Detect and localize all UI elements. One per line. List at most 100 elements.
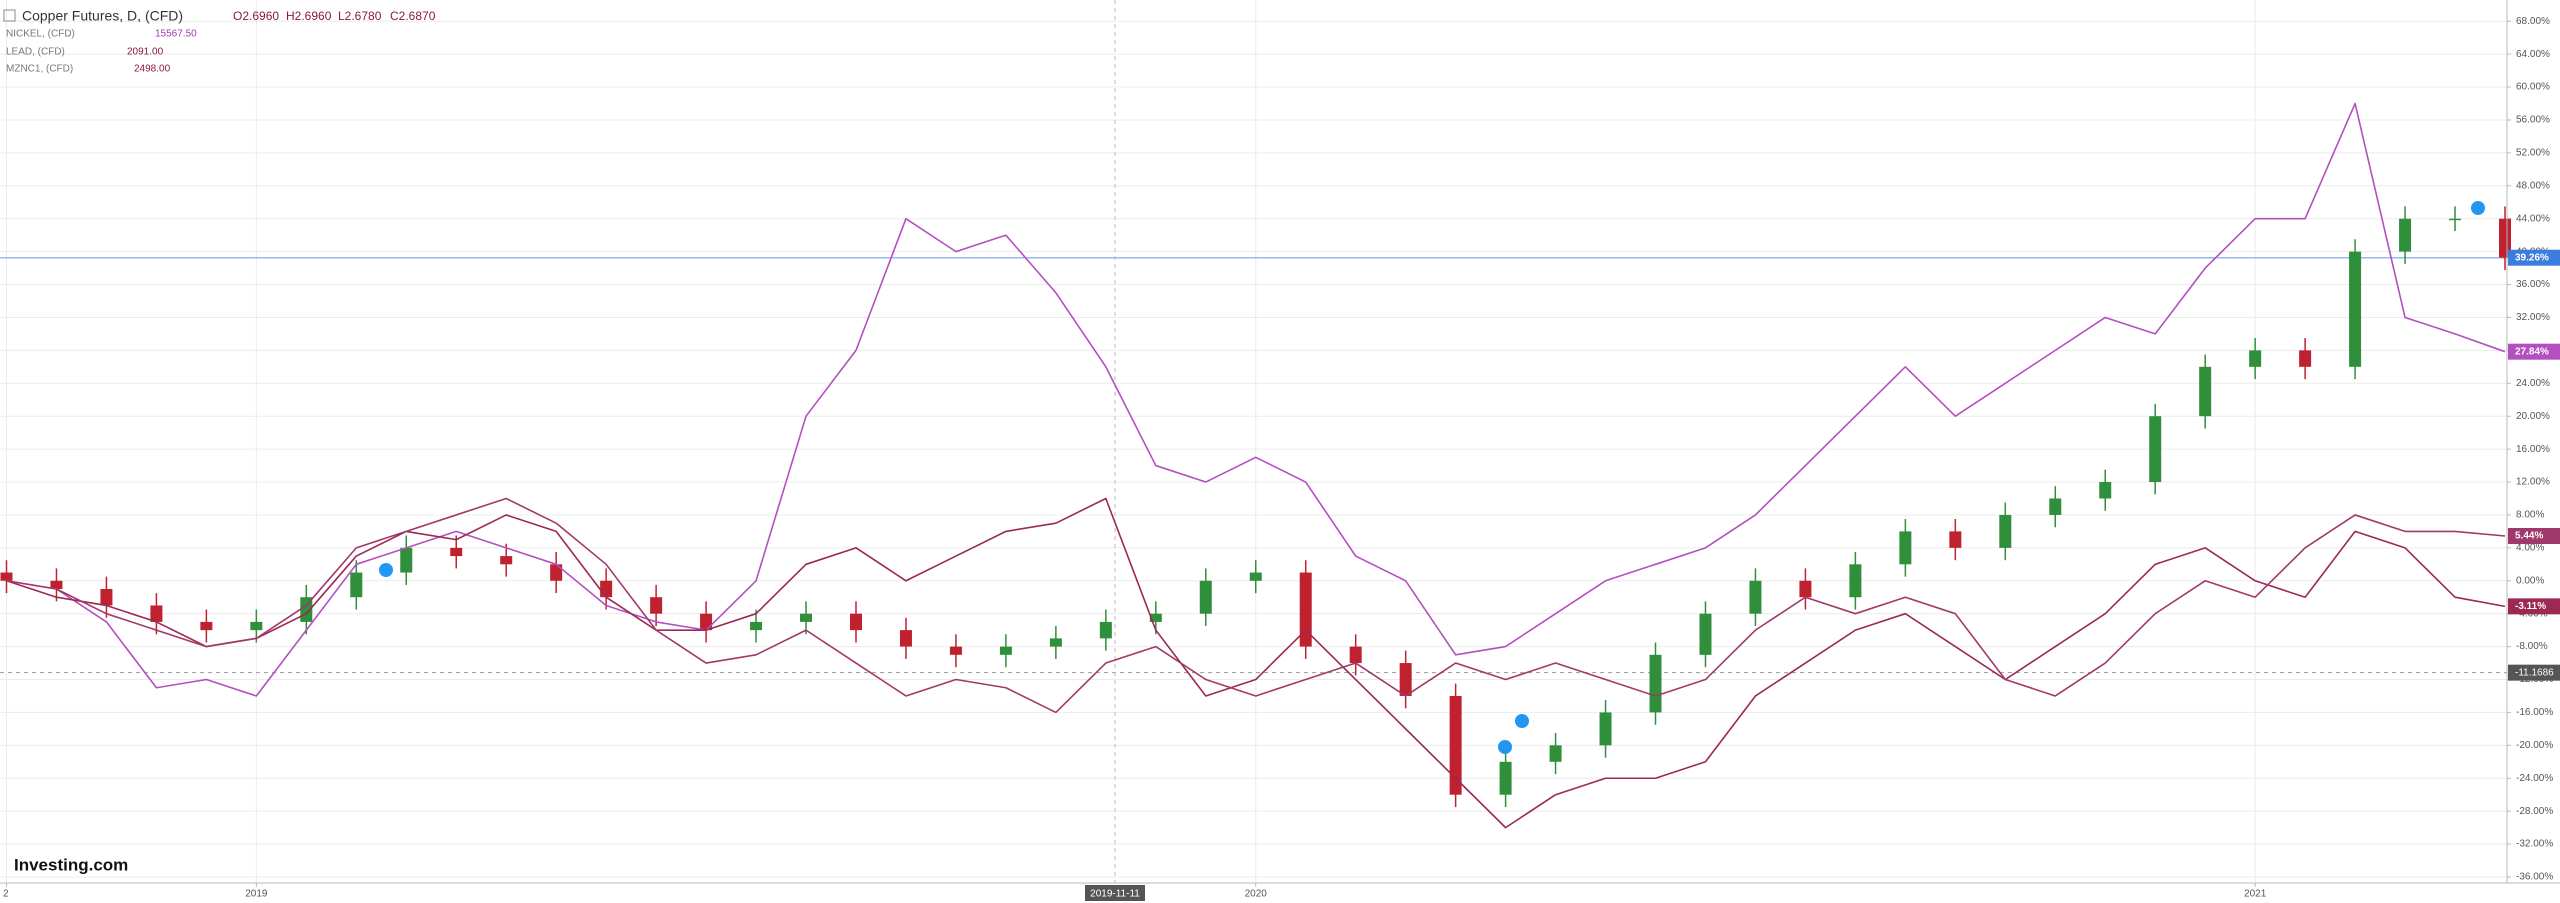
candle-body xyxy=(500,556,513,565)
event-marker xyxy=(2471,201,2485,215)
marks-layer xyxy=(0,102,2511,829)
ohlc-label: H2.6960 xyxy=(286,9,332,23)
last-value-label: -3.11% xyxy=(2515,601,2546,612)
y-tick-label: -32.00% xyxy=(2516,839,2553,850)
candle-body xyxy=(1999,514,2012,548)
candle-body xyxy=(2249,350,2262,367)
last-value-label: 27.84% xyxy=(2515,346,2549,357)
legend-price: 15567.50 xyxy=(155,29,197,40)
crosshair-x-label: 2019-11-11 xyxy=(1090,889,1140,900)
legend-price: 2498.00 xyxy=(134,64,171,75)
candle-body xyxy=(1449,695,1462,795)
candle-body xyxy=(700,613,713,631)
candle-body xyxy=(2449,218,2462,221)
candle-body xyxy=(2499,218,2511,258)
candle-body xyxy=(250,621,263,631)
y-tick-label: -20.00% xyxy=(2516,740,2553,751)
x-tick-label: 2019 xyxy=(245,889,268,900)
candle-body xyxy=(650,597,663,614)
candle-body xyxy=(2099,482,2112,499)
candle-body xyxy=(750,621,763,631)
event-marker xyxy=(1515,714,1529,728)
y-tick-label: 56.00% xyxy=(2516,115,2550,126)
y-tick-label: 16.00% xyxy=(2516,444,2550,455)
candle-body xyxy=(550,564,563,581)
y-tick-label: 20.00% xyxy=(2516,411,2550,422)
y-tick-label: -28.00% xyxy=(2516,806,2553,817)
candle-body xyxy=(1749,580,1762,614)
y-tick-label: 44.00% xyxy=(2516,213,2550,224)
candle-body xyxy=(400,547,413,573)
candle-body xyxy=(999,646,1012,655)
last-value-box xyxy=(2508,343,2560,360)
grid-layer xyxy=(0,0,2511,883)
ohlc-label: C2.6870 xyxy=(390,9,436,23)
last-value-label: 5.44% xyxy=(2515,531,2543,542)
y-tick-label: 24.00% xyxy=(2516,378,2550,389)
crosshair-y-label: -11.1686 xyxy=(2515,667,2554,678)
labels-layer: 68.00% 64.00% 60.00% 56.00% 52.00% 48.00% 44.0… xyxy=(3,16,2560,901)
y-tick-label: -24.00% xyxy=(2516,773,2553,784)
ohlc-label: O2.6960 xyxy=(233,9,279,23)
x-tick-label: 2021 xyxy=(2244,889,2267,900)
candle-body xyxy=(1699,613,1712,655)
candle-body xyxy=(1649,654,1662,713)
candle-body xyxy=(2149,416,2162,483)
candle-body xyxy=(150,605,163,622)
candle-body xyxy=(849,613,862,631)
candle-body xyxy=(50,580,63,589)
candle-body xyxy=(2349,251,2362,367)
candle-body xyxy=(1549,745,1562,762)
y-tick-label: 36.00% xyxy=(2516,279,2550,290)
candle-body xyxy=(1399,663,1412,696)
candle-body xyxy=(1199,580,1212,614)
y-tick-label: 48.00% xyxy=(2516,180,2550,191)
candle-body xyxy=(1099,621,1112,639)
y-tick-label: 32.00% xyxy=(2516,312,2550,323)
crosshair-y-label-box xyxy=(2508,664,2560,681)
y-tick-label: -36.00% xyxy=(2516,872,2553,883)
logo: Investing.com xyxy=(14,855,128,874)
candle-body xyxy=(1049,638,1062,647)
y-tick-label: -8.00% xyxy=(2516,641,2548,652)
last-value-box xyxy=(2508,249,2560,266)
legend-title: Copper Futures, D, (CFD) xyxy=(22,8,183,24)
candle-body xyxy=(800,613,813,622)
candle-body xyxy=(1849,564,1862,598)
candle-body xyxy=(100,588,113,606)
y-tick-label: -16.00% xyxy=(2516,707,2553,718)
y-tick-label: 12.00% xyxy=(2516,477,2550,488)
candle-body xyxy=(1299,572,1312,647)
y-tick-label: 60.00% xyxy=(2516,82,2550,93)
legend-name: MZNC1, (CFD) xyxy=(6,64,73,75)
candle-body xyxy=(1149,613,1162,622)
candle-body xyxy=(1949,531,1962,548)
candle-body xyxy=(1799,580,1812,598)
candle-body xyxy=(1499,761,1512,795)
y-tick-label: 68.00% xyxy=(2516,16,2550,27)
legend-name: NICKEL, (CFD) xyxy=(6,29,75,40)
candle-body xyxy=(2199,366,2212,417)
candle-body xyxy=(350,572,363,598)
candle-body xyxy=(600,580,613,598)
crosshair-x-label-box xyxy=(1085,885,1145,901)
candle-body xyxy=(1899,531,1912,565)
candle-body xyxy=(0,572,13,581)
last-value-box xyxy=(2508,598,2560,615)
candle-body xyxy=(1599,712,1612,746)
y-tick-label: 0.00% xyxy=(2516,575,2544,586)
ohlc-label: L2.6780 xyxy=(338,9,382,23)
candle-body xyxy=(2399,218,2412,252)
candle-body xyxy=(949,646,962,655)
event-marker xyxy=(1498,740,1512,754)
candle-body xyxy=(2299,350,2312,367)
candle-body xyxy=(450,547,463,557)
y-tick-label: 52.00% xyxy=(2516,148,2550,159)
last-value-box xyxy=(2508,528,2560,545)
y-tick-label: 64.00% xyxy=(2516,49,2550,60)
collapse-icon[interactable] xyxy=(3,9,16,22)
last-value-label: 39.26% xyxy=(2515,252,2549,263)
candle-body xyxy=(1349,646,1362,664)
